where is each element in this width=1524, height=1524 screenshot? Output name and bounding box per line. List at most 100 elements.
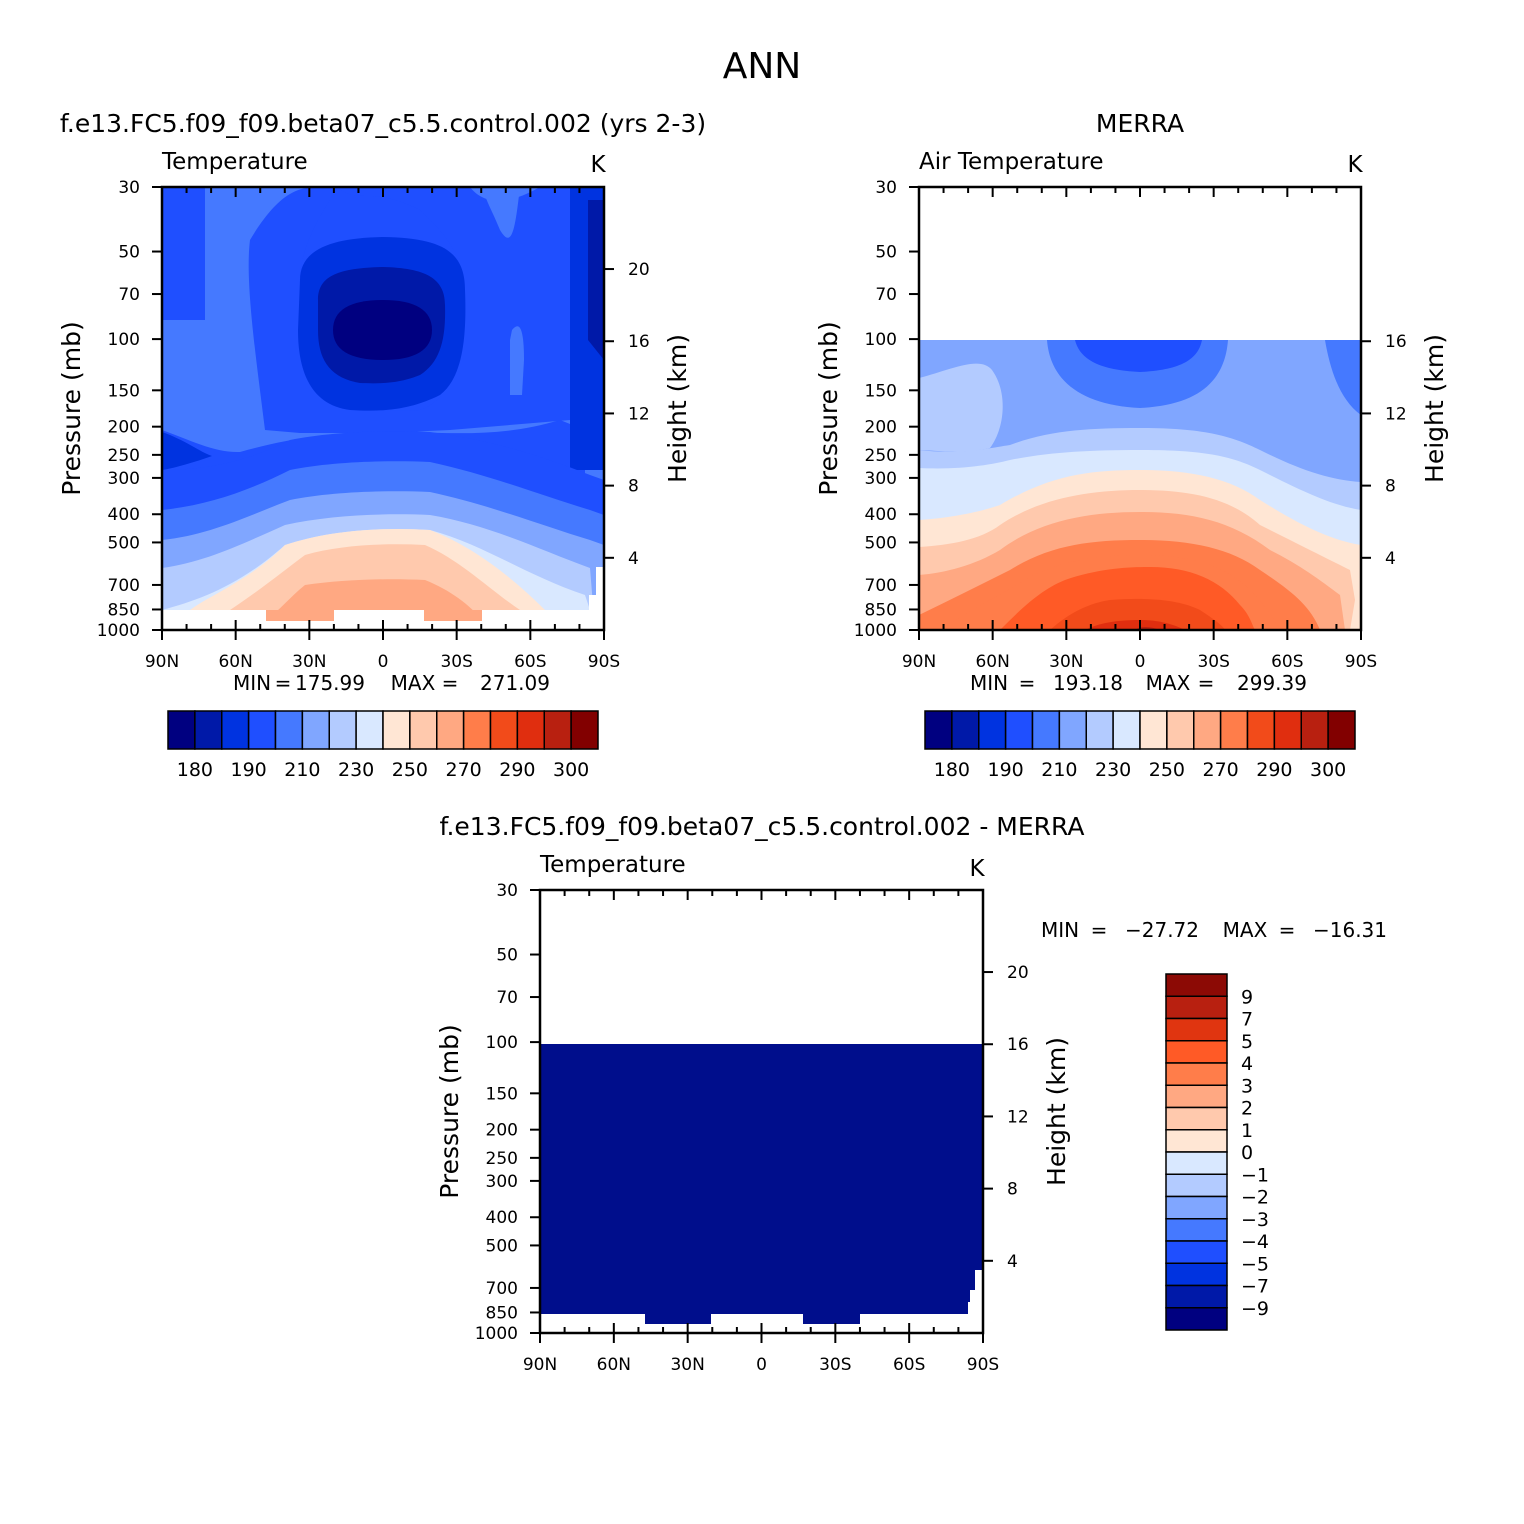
height-tick-label: 20 (628, 260, 650, 280)
pressure-tick-label: 30 (875, 178, 897, 198)
colorbar-swatch (1165, 1262, 1228, 1287)
pressure-tick-label: 850 (108, 600, 140, 620)
pressure-tick-label: 850 (486, 1303, 518, 1323)
pressure-tick-label: 1000 (97, 621, 140, 641)
panel-title: f.e13.FC5.f09_f09.beta07_c5.5.control.00… (60, 109, 706, 138)
colorbar-swatch (1165, 1017, 1228, 1042)
height-tick-label: 12 (1385, 404, 1407, 424)
height-tick-label: 8 (1007, 1180, 1018, 1200)
y2-axis-title: Height (km) (663, 334, 692, 483)
colorbar-label: 180 (177, 759, 213, 781)
colorbar-swatch (221, 710, 250, 750)
colorbar-swatch (1165, 1129, 1228, 1153)
lat-tick-label: 0 (756, 1355, 767, 1375)
colorbar-swatch (1246, 710, 1276, 750)
pressure-tick-label: 30 (118, 178, 140, 198)
colorbar-swatch (1165, 1062, 1228, 1086)
colorbar-swatch (409, 710, 438, 750)
main-title: ANN (723, 46, 802, 87)
colorbar-label: 250 (392, 759, 428, 781)
max-value: −16.31 (1313, 918, 1387, 942)
colorbar-swatch (1165, 1173, 1228, 1198)
y-axis-title: Pressure (mb) (57, 321, 86, 495)
colorbar-swatch (1139, 710, 1168, 750)
min-value: −27.72 (1125, 918, 1199, 942)
colorbar-swatch (1058, 710, 1087, 750)
panel-title: f.e13.FC5.f09_f09.beta07_c5.5.control.00… (440, 812, 1085, 841)
colorbar-label: 300 (1310, 759, 1346, 781)
pressure-tick-label: 400 (108, 505, 140, 525)
contour-field (162, 187, 604, 630)
pressure-tick-label: 50 (118, 243, 140, 263)
colorbar-label: 190 (230, 759, 266, 781)
height-tick-label: 8 (628, 477, 639, 497)
pressure-tick-label: 200 (865, 418, 897, 438)
pressure-tick-label: 150 (108, 381, 140, 401)
y2-axis-title: Height (km) (1042, 1037, 1071, 1186)
height-tick-label: 12 (628, 404, 650, 424)
colorbar-label: −2 (1241, 1187, 1269, 1209)
pressure-tick-label: 30 (496, 881, 518, 901)
colorbar-swatch (1165, 973, 1228, 997)
units-label: K (1347, 152, 1363, 178)
colorbar-swatch (355, 710, 384, 750)
colorbar-swatch (1165, 995, 1228, 1020)
lat-tick-label: 90S (588, 652, 620, 672)
height-tick-label: 12 (1007, 1107, 1029, 1127)
colorbar-swatch (1165, 1084, 1228, 1109)
colorbar-swatch (1300, 710, 1329, 750)
colorbar-swatch (382, 710, 411, 750)
colorbar-swatch (167, 710, 196, 750)
colorbar-label: 4 (1241, 1053, 1253, 1075)
height-tick-label: 16 (1007, 1035, 1029, 1055)
pressure-tick-label: 70 (496, 988, 518, 1008)
max-equals: = (1198, 671, 1215, 695)
colorbar-swatch (1327, 710, 1356, 750)
contour-field (540, 1044, 983, 1324)
lat-tick-label: 90S (1345, 652, 1377, 672)
colorbar-label: 1 (1241, 1120, 1253, 1142)
units-label: K (969, 856, 985, 882)
lat-tick-label: 60N (975, 652, 1009, 672)
colorbar-label: −1 (1241, 1164, 1269, 1186)
colorbar-swatch (1165, 1240, 1228, 1264)
panel-title: MERRA (1096, 109, 1184, 138)
pressure-tick-label: 250 (108, 446, 140, 466)
colorbar-swatch (1165, 1195, 1228, 1220)
pressure-tick-label: 200 (486, 1121, 518, 1141)
colorbar-label: −3 (1241, 1209, 1269, 1231)
colorbar-swatch (1165, 1151, 1228, 1175)
colorbar-label: 230 (338, 759, 374, 781)
colorbar-label: −5 (1241, 1253, 1269, 1275)
colorbar-swatch (274, 710, 304, 750)
pressure-tick-label: 150 (865, 381, 897, 401)
colorbar-label: −4 (1241, 1231, 1269, 1253)
min-label: MIN (970, 671, 1008, 695)
panel-model: f.e13.FC5.f09_f09.beta07_c5.5.control.00… (57, 109, 706, 781)
colorbar-label: 180 (934, 759, 970, 781)
colorbar-label: −7 (1241, 1276, 1269, 1298)
pressure-tick-label: 700 (865, 576, 897, 596)
max-equals: = (1279, 918, 1296, 942)
lat-tick-label: 60S (514, 652, 546, 672)
colorbar-swatch (1031, 710, 1061, 750)
height-tick-label: 4 (1007, 1252, 1018, 1272)
height-tick-label: 16 (628, 332, 650, 352)
colorbar: 180 190 210 230 250 270 290 300 (924, 710, 1356, 781)
lat-tick-label: 30N (292, 652, 326, 672)
y-axis-title: Pressure (mb) (435, 1024, 464, 1198)
pressure-tick-label: 300 (486, 1172, 518, 1192)
lat-tick-label: 30N (670, 1355, 704, 1375)
pressure-tick-label: 500 (486, 1236, 518, 1256)
colorbar-swatch (1004, 710, 1034, 750)
colorbar: 180 190 210 230 250 270 290 300 (167, 710, 599, 781)
min-label: MIN (1041, 918, 1079, 942)
panel-difference: f.e13.FC5.f09_f09.beta07_c5.5.control.00… (435, 812, 1387, 1375)
colorbar-label: 7 (1241, 1009, 1253, 1031)
pressure-tick-label: 100 (865, 330, 897, 350)
colorbar-label: 300 (553, 759, 589, 781)
colorbar-swatch (1165, 1218, 1228, 1242)
